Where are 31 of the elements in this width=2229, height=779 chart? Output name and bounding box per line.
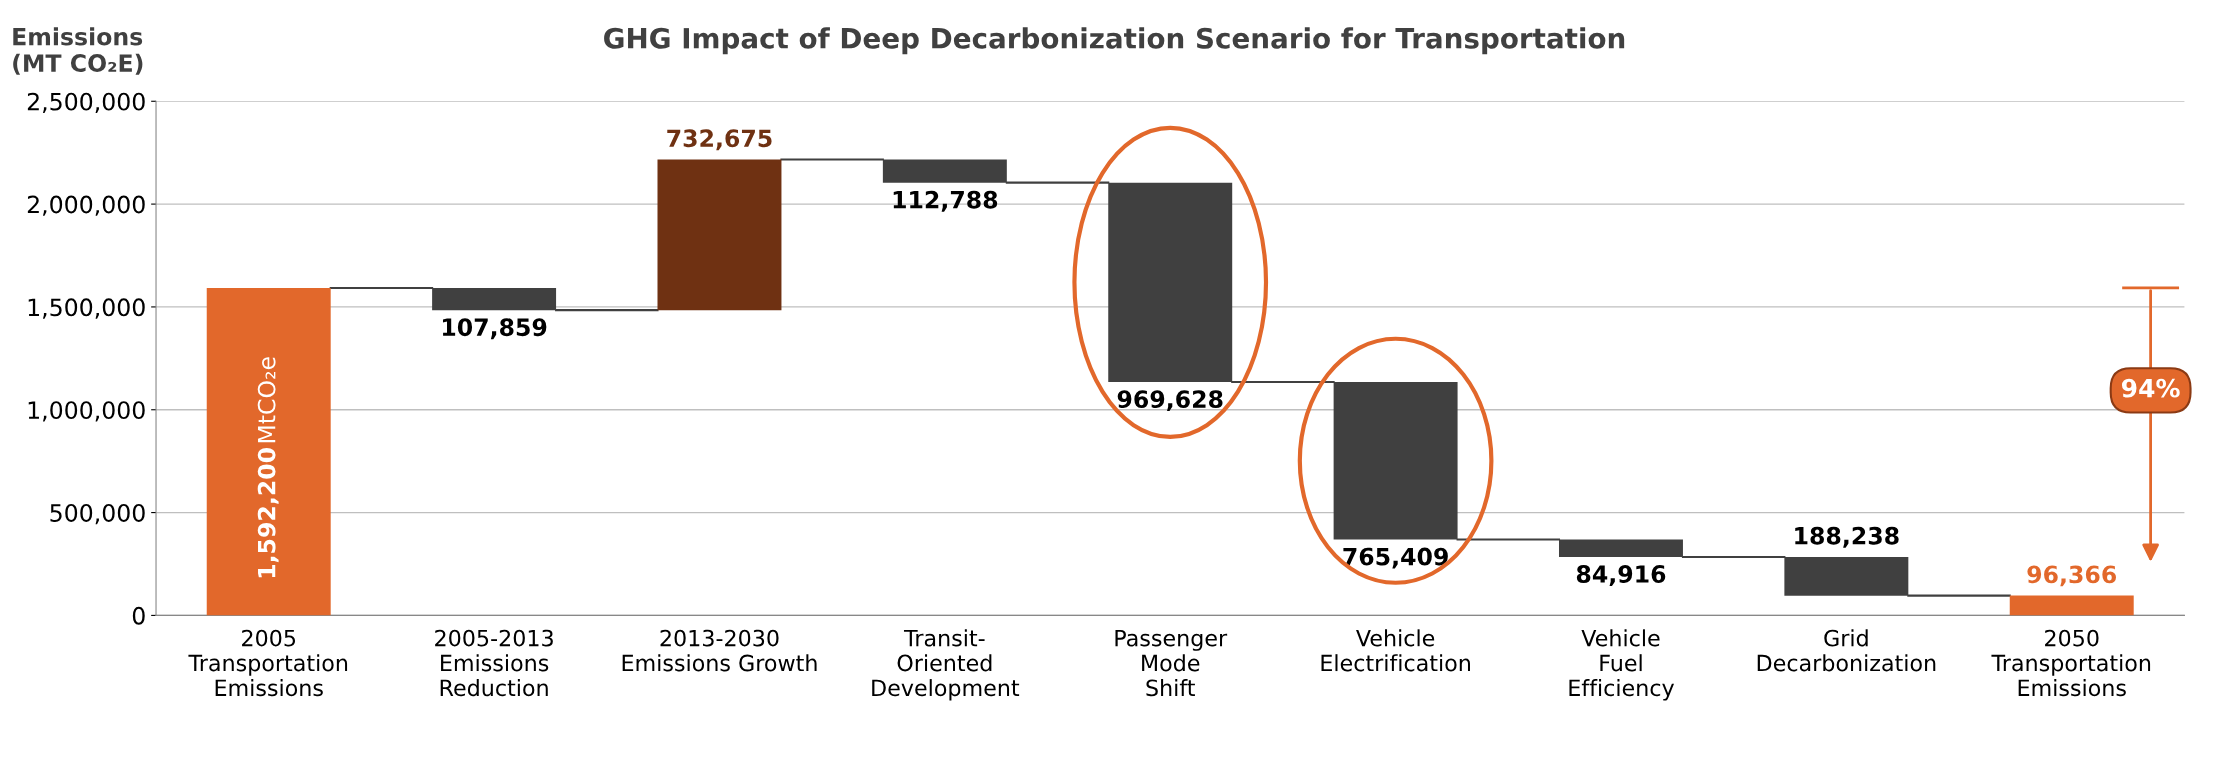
bar	[2009, 595, 2134, 616]
annotation: 94%	[2121, 378, 2180, 398]
y-tick-label: 2,500,000	[27, 92, 145, 113]
data-label: 732,675	[667, 129, 772, 151]
data-label: 969,628	[1117, 390, 1223, 412]
x-tick-label: 2013-2030 Emissions Growth	[622, 629, 817, 672]
x-tick-label: Vehicle Electrification	[1321, 629, 1470, 672]
y-tick-label: 0	[132, 606, 145, 625]
x-tick-label: 2050 Transportation Emissions	[1991, 629, 2151, 697]
data-label: 1,592,200	[257, 448, 279, 578]
x-tick-label: Vehicle Fuel Efficiency	[1569, 629, 1674, 701]
x-tick-label: 2005-2013 Emissions Reduction	[435, 629, 553, 697]
y-tick-label: 1,000,000	[28, 401, 145, 422]
x-tick-label: Passenger Mode Shift	[1115, 629, 1228, 697]
data-label: 84,916	[1576, 565, 1666, 586]
bar	[657, 159, 782, 311]
data-label: 188,238	[1795, 526, 1899, 548]
data-label: 107,859	[442, 318, 547, 340]
y-axis-title: Emissions (MT CO₂E)	[13, 27, 143, 75]
x-tick-label: Transit- Oriented Development	[872, 629, 1020, 701]
chart-title: GHG Impact of Deep Decarbonization Scenario for Transportation	[604, 27, 1625, 55]
data-label: 96,366	[2027, 565, 2117, 587]
data-label: 765,409	[1343, 547, 1448, 569]
y-tick-label: 1,500,000	[28, 298, 145, 319]
x-tick-label: 2005 Transportation Emissions	[188, 629, 348, 697]
data-label: 112,788	[893, 190, 998, 212]
x-tick-label: Grid Decarbonization	[1757, 629, 1936, 672]
annotation: MtCO₂e	[257, 357, 276, 443]
bar	[206, 287, 331, 616]
y-tick-label: 500,000	[50, 504, 145, 525]
y-tick-label: 2,000,000	[27, 195, 145, 216]
